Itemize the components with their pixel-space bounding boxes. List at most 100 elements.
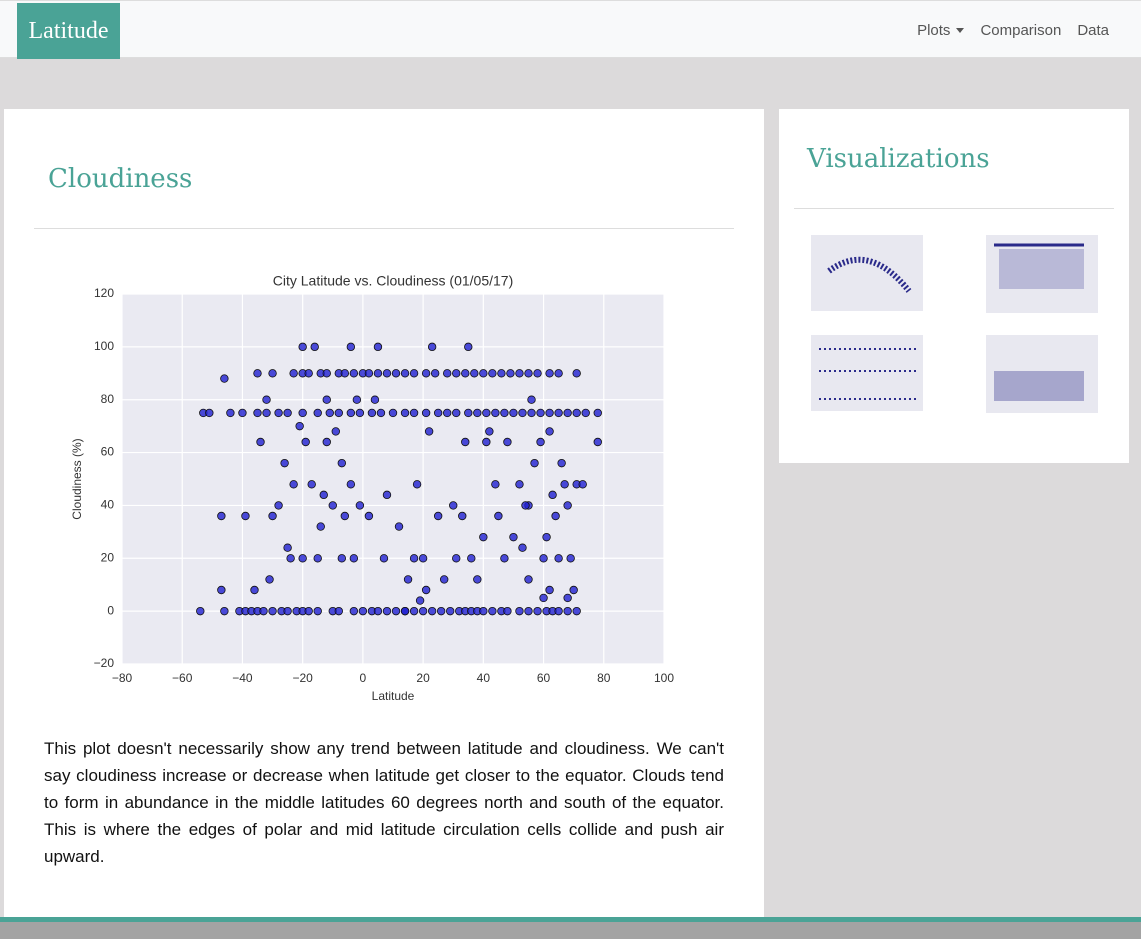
point [424,427,434,436]
thumbnail[interactable] [811,235,923,311]
point [439,575,449,584]
point [542,532,551,542]
point [298,342,307,352]
point [530,458,539,468]
point [358,606,368,616]
point [289,369,298,378]
y-tick-label: 40 [101,498,115,512]
point [415,596,425,605]
point [364,369,374,378]
x-tick-label: 20 [416,671,430,685]
point [217,585,226,595]
point [340,511,350,521]
point [563,606,572,616]
point [355,408,365,418]
point [352,395,362,404]
point [319,490,328,500]
nav-link[interactable]: Comparison [980,21,1062,39]
point [373,342,383,352]
point [436,606,446,616]
point [521,501,530,510]
point [256,437,265,447]
point [310,342,319,352]
y-tick-label: 0 [107,603,114,617]
point [409,369,419,378]
point [412,480,422,489]
nav-link[interactable]: Plots [917,22,964,39]
point [485,427,494,436]
point [409,554,419,563]
point [464,408,473,418]
y-tick-label: 60 [101,445,115,459]
point [506,369,515,378]
thumbnails[interactable] [799,231,1109,421]
point [268,511,277,521]
divider [34,228,734,229]
y-tick-label: −20 [94,656,115,670]
point [545,408,554,418]
navbar: Latitude Plots Comparison Data [0,0,1141,59]
point [566,554,575,563]
point [427,606,437,616]
point [548,490,557,500]
point [452,369,461,378]
point [449,501,458,510]
point [554,408,563,418]
point [515,369,524,378]
point [536,408,545,418]
point [563,408,572,418]
point [452,554,461,563]
y-tick-label: 100 [94,339,114,353]
point [572,369,581,378]
point [304,606,313,616]
point [518,408,527,418]
sidebar-title: Visualizations [807,144,990,174]
brand[interactable]: Latitude [17,3,120,59]
point [313,554,322,563]
point [286,554,295,563]
point [367,408,377,418]
footer [0,922,1141,939]
nav-link[interactable]: Data [1077,21,1109,39]
y-tick-label: 20 [101,550,115,564]
point [259,606,268,616]
point [373,606,383,616]
point [503,437,512,447]
point [400,606,410,616]
point [298,408,307,418]
point [563,593,572,603]
point [488,606,497,616]
point [503,606,512,616]
point [379,554,389,563]
thumbnail[interactable] [986,335,1098,413]
point [253,408,262,418]
point [355,501,365,510]
point [458,511,467,521]
sidebar-card: Visualizations [779,109,1129,463]
thumbnail[interactable] [811,335,923,411]
point [418,606,428,616]
point [283,408,292,418]
x-tick-label: −80 [112,671,133,685]
point [331,427,340,436]
point [322,369,331,378]
y-axis-label: Cloudiness (%) [70,438,84,519]
divider [794,208,1114,209]
point [409,606,419,616]
point [274,408,283,418]
point [464,342,473,352]
x-tick-label: 0 [360,671,367,685]
point [479,532,488,542]
thumbnail[interactable] [986,235,1098,313]
point [470,369,479,378]
point [376,408,386,418]
point [400,369,410,378]
point [253,369,262,378]
point [473,408,482,418]
point [391,369,401,378]
x-tick-label: −20 [292,671,313,685]
point [346,480,356,489]
point [313,408,322,418]
point [446,606,455,616]
point [382,490,392,500]
